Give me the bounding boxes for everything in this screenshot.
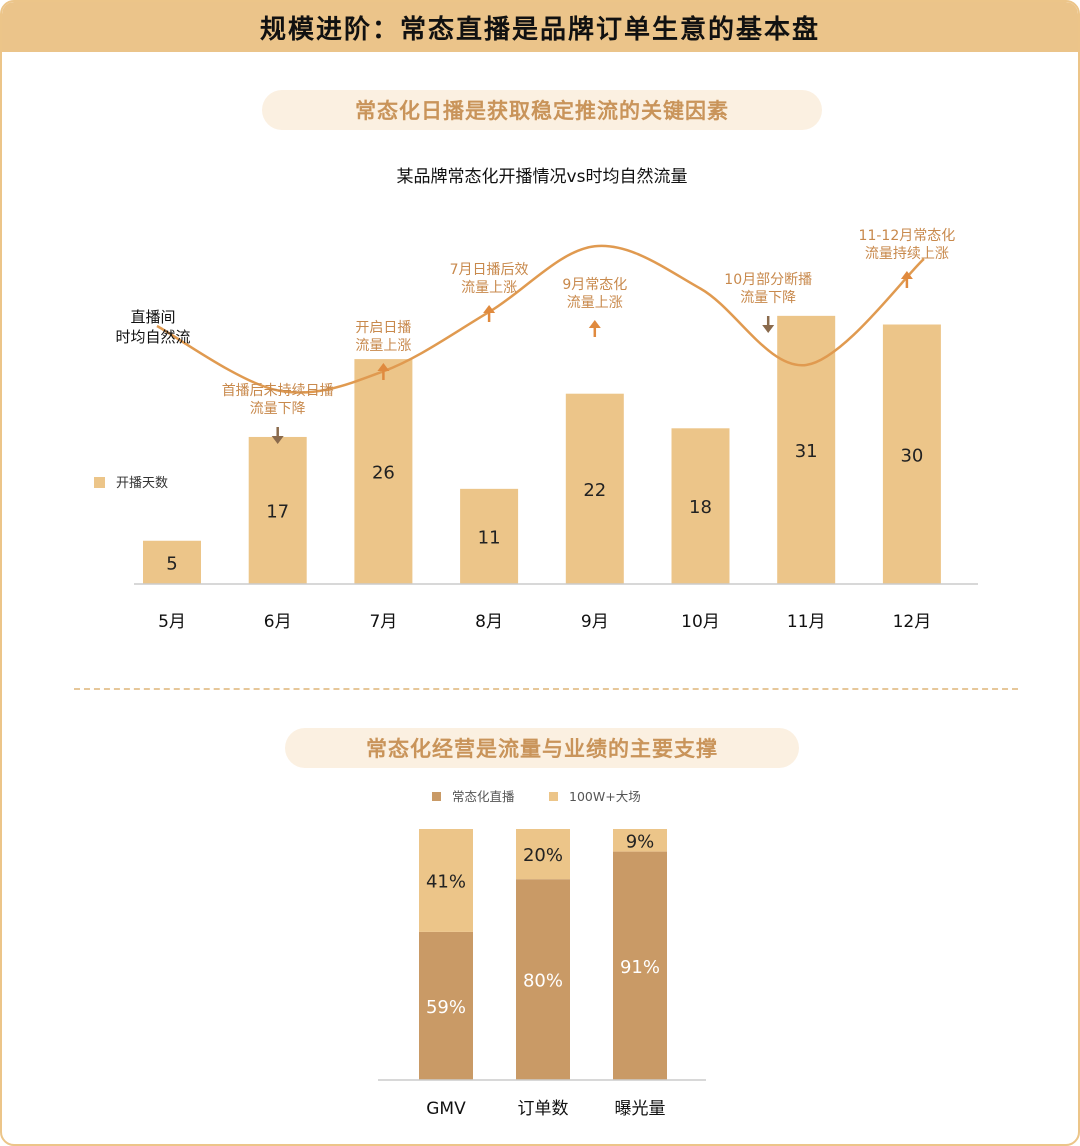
section1-heading-text: 常态化日播是获取稳定推流的关键因素 (355, 99, 729, 123)
trend-line-label: 直播间 (130, 308, 175, 326)
bar-6 (671, 428, 730, 584)
legend-label-bigshow: 100W+大场 (569, 789, 641, 804)
traffic-trend-line (156, 244, 925, 394)
x-tick-label: 7月 (369, 612, 397, 632)
segment-label-bigshow: 9% (626, 831, 655, 852)
annotation-text: 流量持续上涨 (865, 245, 949, 262)
segment-label-bigshow: 41% (426, 871, 466, 892)
bar-8 (882, 324, 941, 584)
arrow-up-icon (900, 271, 913, 288)
arrow-down-icon (271, 427, 284, 444)
arrow-down-icon (762, 316, 775, 333)
section1-heading: 常态化日播是获取稳定推流的关键因素 (262, 90, 822, 130)
annotation-text: 流量上涨 (567, 295, 623, 311)
segment-bigshow (516, 829, 570, 880)
segment-label-bigshow: 20% (523, 845, 563, 866)
bar-value-label: 17 (266, 501, 289, 522)
annotation-text: 流量上涨 (355, 338, 411, 354)
x-tick-label: 5月 (158, 612, 186, 632)
x-tick-label: 订单数 (518, 1099, 569, 1119)
annotation-text: 7月日播后效 (450, 262, 529, 278)
bar-5 (565, 393, 624, 584)
legend-swatch-bigshow (549, 792, 558, 801)
bar-3 (354, 359, 413, 584)
bar-value-label: 26 (372, 463, 395, 484)
x-tick-label: 8月 (475, 612, 503, 632)
x-tick-label: 曝光量 (615, 1099, 666, 1119)
bar-value-label: 22 (583, 480, 606, 501)
bar-4 (460, 488, 519, 584)
bar-7 (777, 315, 836, 584)
x-tick-label: 11月 (787, 612, 826, 632)
chart1-title: 某品牌常态化开播情况vs时均自然流量 (397, 167, 688, 187)
bar-value-label: 31 (795, 441, 818, 462)
bar-1 (143, 540, 201, 584)
arrow-up-icon (483, 305, 496, 322)
segment-label-regular: 80% (523, 971, 563, 992)
x-tick-label: 6月 (264, 612, 292, 632)
legend-label-days: 开播天数 (116, 476, 168, 491)
bar-value-label: 5 (166, 553, 177, 574)
section-divider (74, 688, 1018, 690)
legend-swatch-days (94, 477, 105, 488)
bar-2 (248, 436, 307, 584)
page-title: 规模进阶：常态直播是品牌订单生意的基本盘 (259, 14, 820, 45)
arrow-up-icon (377, 363, 390, 380)
annotation-text: 流量下降 (740, 290, 796, 306)
segment-regular (613, 851, 667, 1080)
bar-value-label: 30 (900, 445, 923, 466)
annotation-text: 10月部分断播 (724, 272, 812, 288)
segment-regular (419, 931, 473, 1080)
legend-label-regular: 常态化直播 (452, 789, 515, 804)
segment-label-regular: 59% (426, 997, 466, 1018)
annotation-text: 11-12月常态化 (859, 228, 956, 244)
annotation-text: 流量下降 (250, 401, 306, 417)
segment-bigshow (613, 829, 667, 852)
header-banner: 规模进阶：常态直播是品牌订单生意的基本盘 (2, 2, 1078, 52)
annotation-text: 开启日播 (355, 320, 411, 336)
bar-value-label: 11 (478, 527, 501, 548)
annotation-text: 9月常态化 (562, 277, 627, 293)
x-tick-label: 9月 (581, 612, 609, 632)
x-tick-label: 10月 (681, 612, 720, 632)
arrow-up-icon (588, 320, 601, 337)
legend-swatch-regular (432, 792, 441, 801)
x-tick-label: GMV (426, 1099, 466, 1119)
segment-bigshow (419, 829, 473, 932)
bar-value-label: 18 (689, 497, 712, 518)
section2-heading: 常态化经营是流量与业绩的主要支撑 (285, 728, 799, 768)
annotation-text: 首播后未持续日播 (222, 382, 334, 399)
x-tick-label: 12月 (893, 612, 932, 632)
section2-heading-text: 常态化经营是流量与业绩的主要支撑 (366, 737, 718, 761)
segment-label-regular: 91% (620, 957, 660, 978)
trend-line-label: 时均自然流 (115, 328, 190, 346)
segment-regular (516, 879, 570, 1080)
annotation-text: 流量上涨 (461, 280, 517, 296)
days-vs-traffic-chart: 某品牌常态化开播情况vs时均自然流量 5 5月 17 6月 26 7月 11 8月 22 9月 18 1… (94, 167, 978, 632)
